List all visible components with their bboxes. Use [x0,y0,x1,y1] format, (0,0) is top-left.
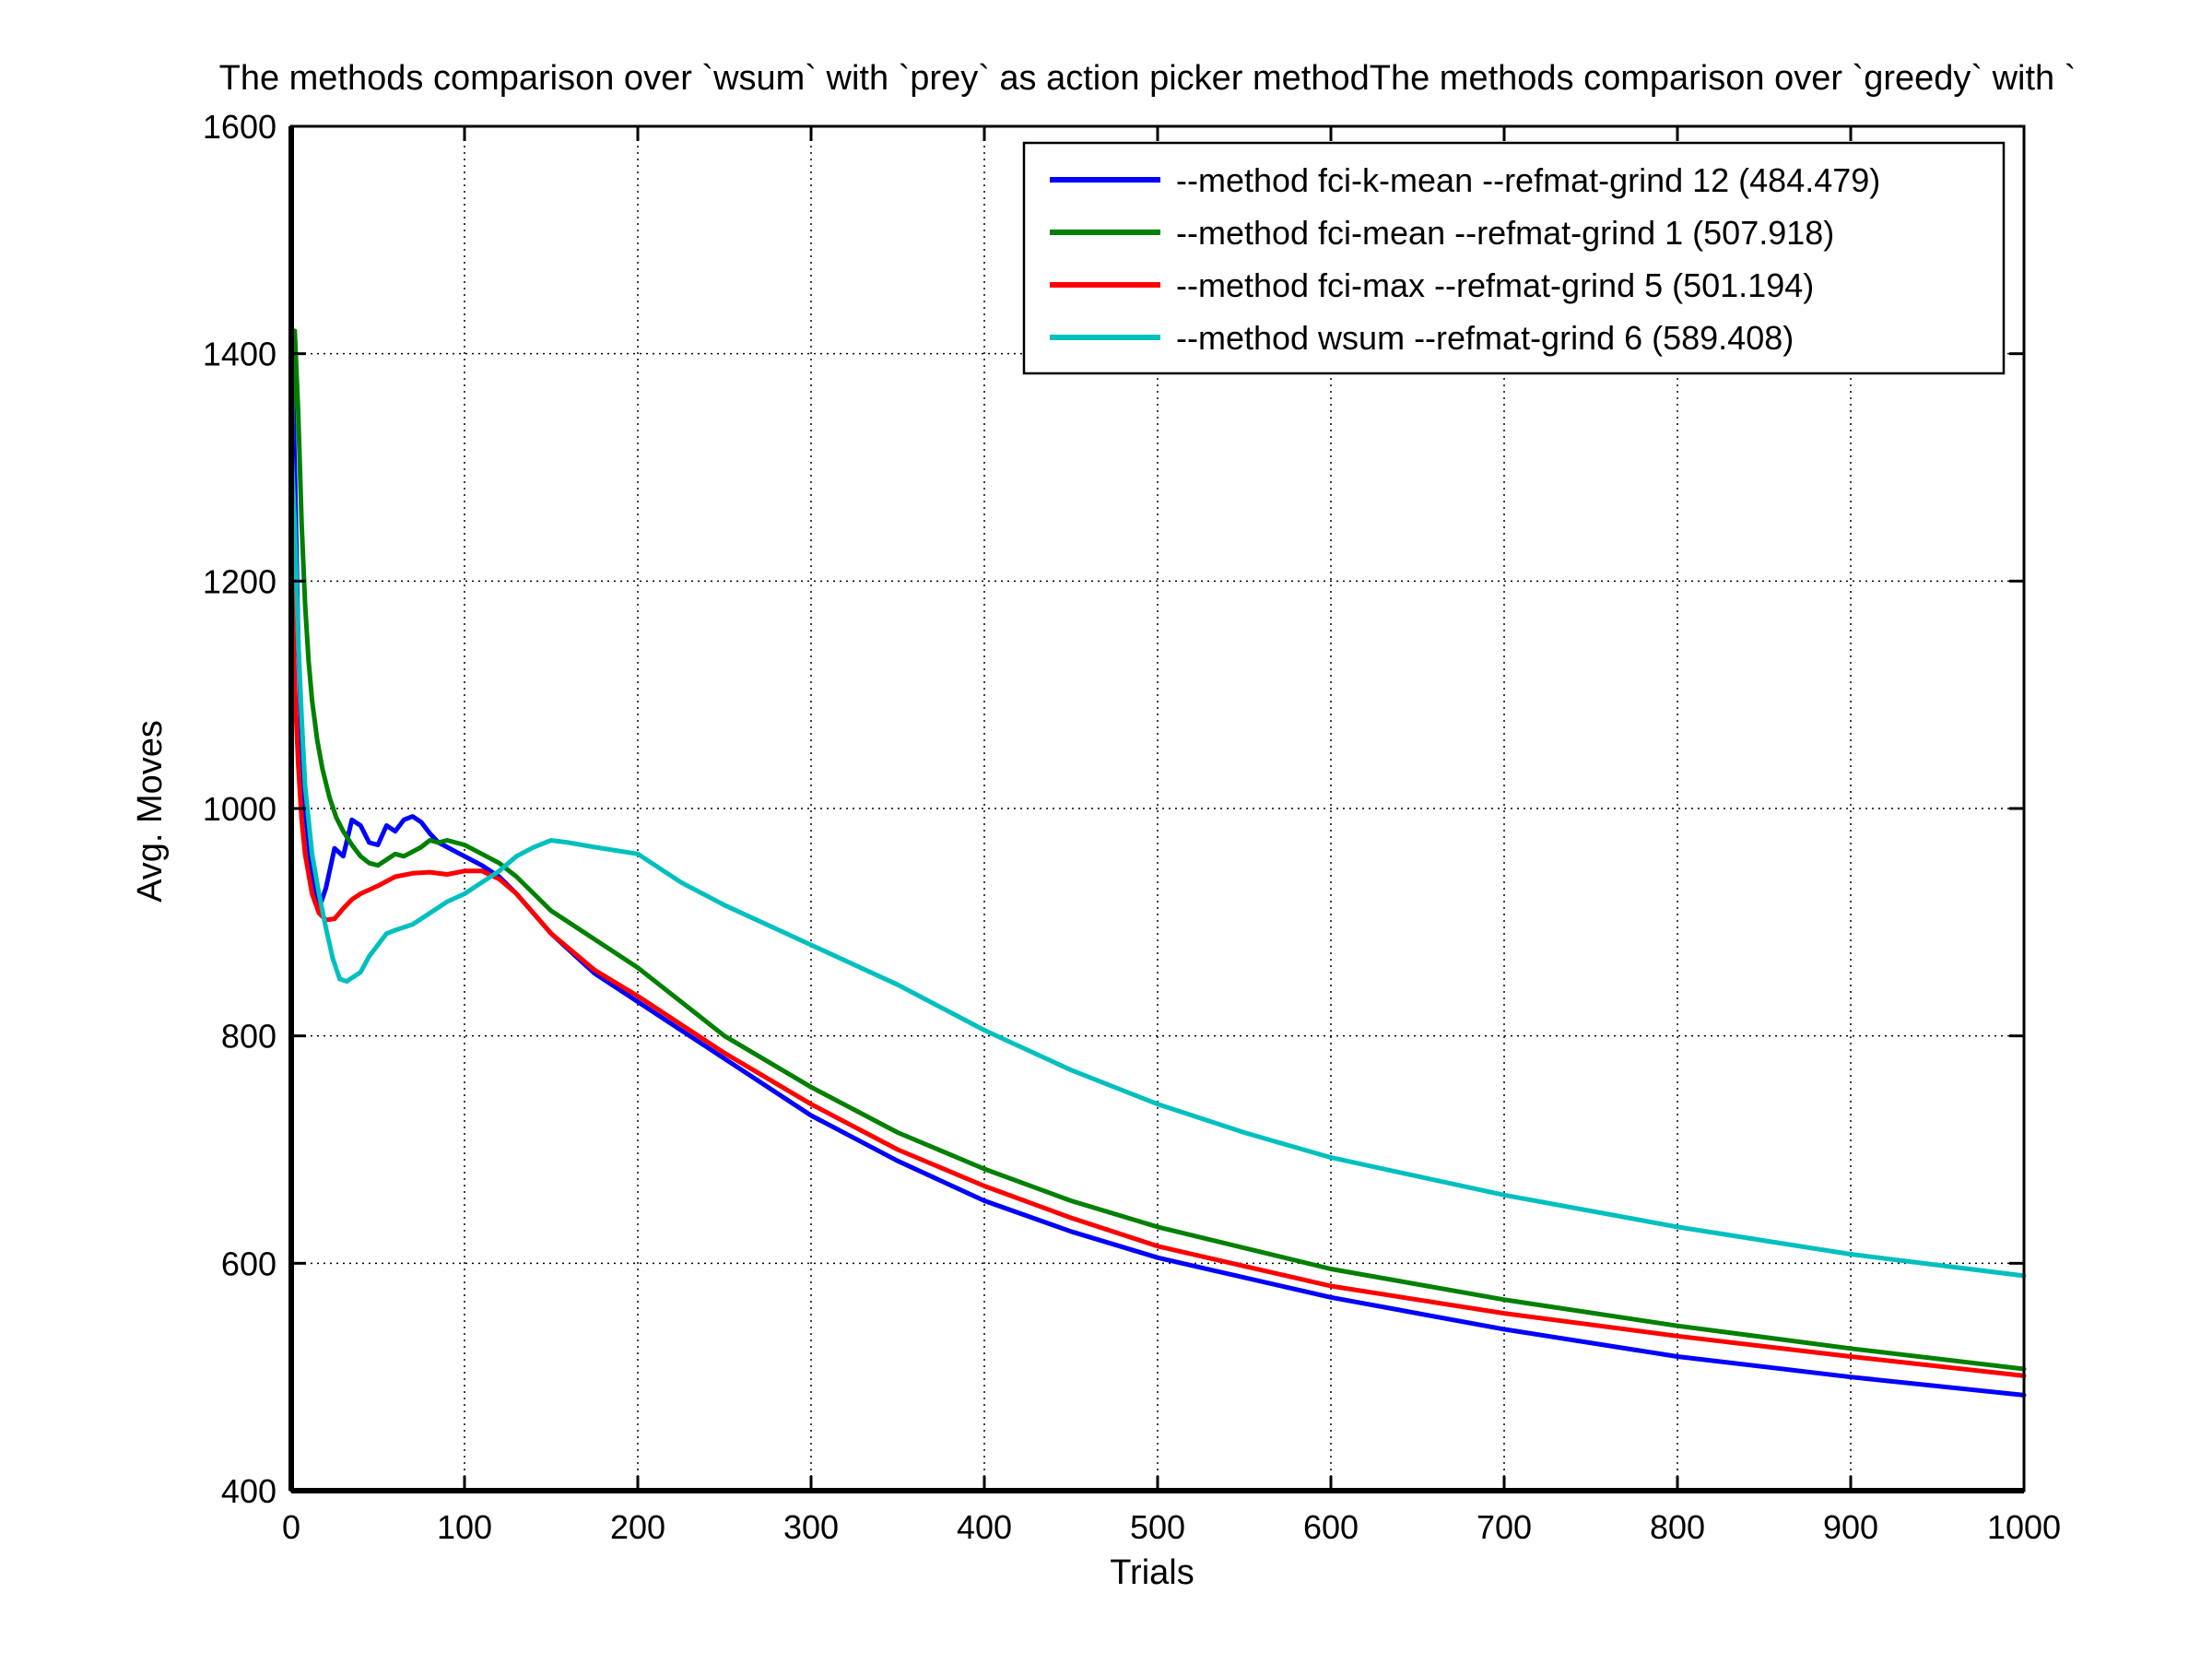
series-layer [288,305,2027,1398]
x-tick-label: 400 [957,1508,1012,1546]
y-tick-label: 1200 [203,562,276,600]
x-tick-label: 0 [282,1508,300,1546]
y-tick-label: 1000 [203,790,276,828]
legend-box [1022,141,2006,375]
y-tick-label: 800 [221,1018,276,1056]
x-axis-label: Trials [1110,1553,1194,1592]
legend-label-1: --method fci-mean --refmat-grind 1 (507.… [1176,214,1834,252]
tick-layer: 0 100 200 300 400 500 600 700 800 900 1000 400 600 80… [203,108,2061,1546]
y-axis-label: Avg. Moves [131,720,170,903]
x-tick-label: 300 [783,1508,839,1546]
legend: --method fci-k-mean --refmat-grind 12 (4… [1022,141,2006,375]
chart-title: The methods comparison over `wsum` with … [219,59,2077,98]
series-line-2 [288,544,2027,1378]
legend-label-3: --method wsum --refmat-grind 6 (589.408) [1176,319,1794,357]
y-tick-label: 1400 [203,336,276,373]
x-tick-label: 1000 [1987,1508,2061,1546]
x-tick-label: 500 [1130,1508,1185,1546]
y-tick-label: 400 [221,1472,276,1510]
x-tick-label: 800 [1650,1508,1705,1546]
x-tick-label: 900 [1823,1508,1878,1546]
x-tick-label: 700 [1477,1508,1532,1546]
x-tick-label: 100 [437,1508,492,1546]
series-line-1 [288,328,2027,1372]
x-tick-label: 600 [1303,1508,1359,1546]
y-tick-label: 1600 [203,108,276,146]
series-line-3 [288,442,2027,1279]
legend-label-0: --method fci-k-mean --refmat-grind 12 (4… [1176,161,1880,199]
legend-label-2: --method fci-max --refmat-grind 5 (501.1… [1176,266,1814,304]
x-tick-label: 200 [610,1508,665,1546]
y-tick-label: 600 [221,1245,276,1282]
